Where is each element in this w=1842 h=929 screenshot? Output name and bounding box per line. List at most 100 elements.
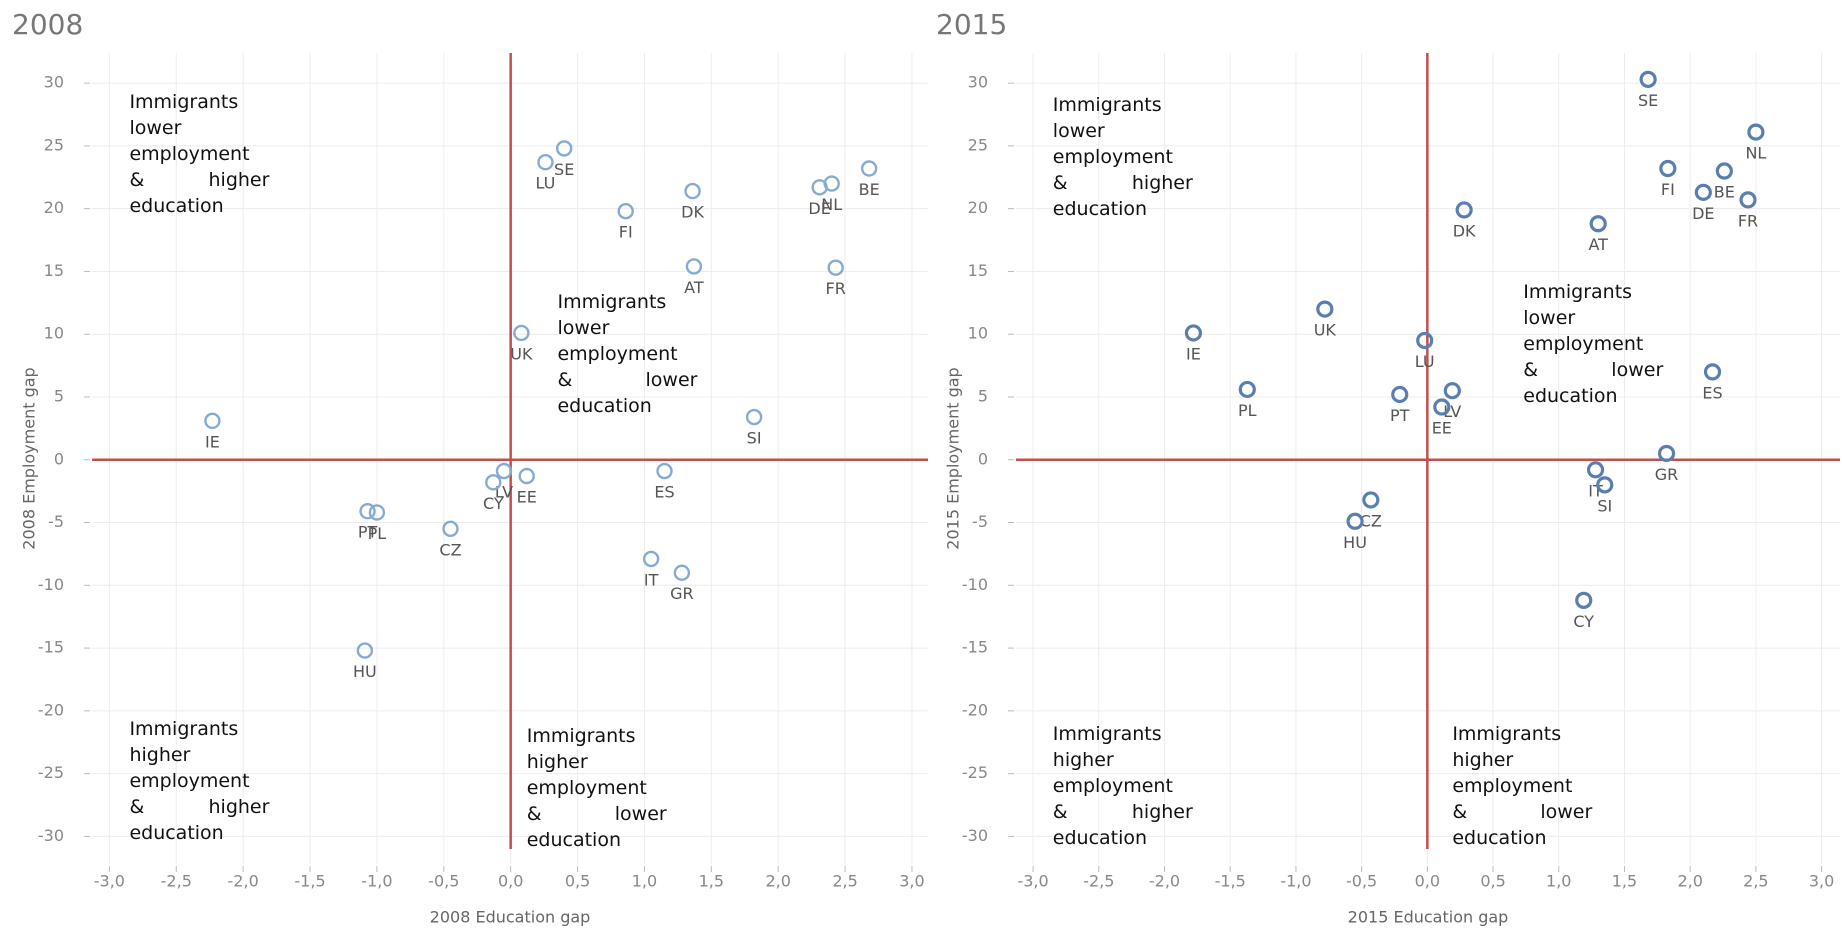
x-tick-label: -2,5 <box>161 872 192 891</box>
x-axis-title: 2015 Education gap <box>1348 908 1509 927</box>
point-label: PL <box>1238 401 1257 420</box>
y-tick-label: -15 <box>38 638 64 657</box>
x-tick-label: -1,0 <box>1280 872 1311 891</box>
y-tick-label: 25 <box>968 135 988 154</box>
point-label: DE <box>808 199 830 218</box>
point-label: GR <box>670 584 694 603</box>
point <box>1639 70 1657 88</box>
x-tick-label: -0,5 <box>1346 872 1377 891</box>
point-label: FI <box>619 223 633 242</box>
quadrant-note: Immigrants higher employment & higher ed… <box>1052 722 1193 849</box>
point <box>368 504 386 521</box>
point-label: LU <box>1415 352 1435 371</box>
point <box>1703 363 1722 381</box>
y-tick-label: 15 <box>44 261 64 280</box>
y-tick-label: -25 <box>962 763 988 782</box>
quadrant-note: Immigrants lower employment & higher edu… <box>1052 93 1193 220</box>
point-label: IE <box>1186 344 1201 363</box>
x-tick-label: 1,0 <box>1546 872 1571 891</box>
point-label: PT <box>358 523 378 542</box>
point-label: CY <box>1573 612 1594 631</box>
point-label: NL <box>1745 144 1766 163</box>
x-tick-label: -2,5 <box>1083 872 1114 891</box>
quadrant-note: Immigrants lower employment & lower educ… <box>557 291 698 418</box>
y-tick-label: 25 <box>44 135 64 154</box>
y-tick-label: -30 <box>962 826 988 845</box>
x-tick-label: 0,5 <box>1480 872 1505 891</box>
y-tick-label: 30 <box>44 73 64 92</box>
quadrant-note: Immigrants higher employment & lower edu… <box>526 725 667 852</box>
point <box>1694 183 1712 201</box>
point <box>555 140 573 157</box>
y-tick-label: 5 <box>54 386 64 405</box>
chart-title: 2015 <box>936 8 1007 41</box>
point <box>204 412 221 430</box>
point <box>1346 512 1364 530</box>
point-label: AT <box>1588 235 1608 254</box>
point-label: SI <box>747 429 762 448</box>
y-tick-label: 20 <box>44 198 64 217</box>
point-label: AT <box>684 278 704 297</box>
quadrant-note: Immigrants higher employment & lower edu… <box>1452 722 1593 849</box>
quadrant-note: Immigrants lower employment & lower educ… <box>1523 280 1664 407</box>
point <box>1659 159 1677 178</box>
point <box>1443 382 1461 400</box>
point <box>518 467 535 485</box>
point <box>1391 385 1409 404</box>
point <box>1316 300 1334 318</box>
point-label: DE <box>1692 204 1714 223</box>
y-tick-label: 5 <box>978 386 988 405</box>
point <box>356 642 374 659</box>
y-axis-title: 2015 Employment gap <box>944 367 963 549</box>
y-tick-label: 0 <box>54 449 64 468</box>
x-tick-label: -3,0 <box>1017 872 1048 891</box>
point-label: EE <box>1432 419 1452 438</box>
quadrant-note: Immigrants higher employment & higher ed… <box>129 717 270 844</box>
y-tick-label: -5 <box>48 512 64 531</box>
point-label: SI <box>1597 496 1612 515</box>
point-label: BE <box>1714 183 1735 202</box>
quadrant-note: Immigrants lower employment & higher edu… <box>129 91 270 218</box>
point <box>684 182 701 200</box>
point-label: HU <box>353 662 377 681</box>
point-label: GR <box>1655 465 1679 484</box>
y-axis-title: 2008 Employment gap <box>20 367 39 549</box>
y-tick-label: -5 <box>972 512 988 531</box>
point-label: FI <box>1661 180 1675 199</box>
y-tick-label: 20 <box>968 198 988 217</box>
x-tick-label: -1,5 <box>294 872 325 891</box>
point <box>442 520 459 538</box>
point <box>673 564 691 581</box>
point <box>1596 476 1614 494</box>
y-tick-label: 0 <box>978 449 988 468</box>
y-tick-label: -15 <box>962 638 988 657</box>
y-tick-label: 30 <box>968 73 988 92</box>
point <box>745 408 763 426</box>
x-tick-label: 0,5 <box>565 872 590 891</box>
x-tick-label: 2,0 <box>1677 872 1702 891</box>
point <box>1589 215 1607 233</box>
x-tick-label: 0,0 <box>1415 872 1440 891</box>
x-tick-label: -2,0 <box>1149 872 1180 891</box>
y-tick-label: 10 <box>968 324 988 343</box>
point-label: PT <box>1390 406 1410 425</box>
point <box>642 550 660 568</box>
point-label: IE <box>205 432 220 451</box>
x-tick-label: 1,5 <box>1612 872 1637 891</box>
y-tick-label: -10 <box>38 575 64 594</box>
point-label: SE <box>1638 91 1658 110</box>
point-label: IT <box>644 570 659 589</box>
point-label: UK <box>510 344 533 363</box>
point <box>617 202 634 220</box>
point-label: DK <box>681 203 704 222</box>
x-tick-label: -1,5 <box>1215 872 1246 891</box>
point-label: CZ <box>439 540 461 559</box>
y-tick-label: 15 <box>968 261 988 280</box>
point <box>359 503 376 520</box>
x-tick-label: -0,5 <box>428 872 459 891</box>
point-label: FR <box>826 279 846 298</box>
point <box>537 154 554 171</box>
x-tick-label: 1,5 <box>699 872 724 891</box>
point-label: BE <box>859 180 880 199</box>
